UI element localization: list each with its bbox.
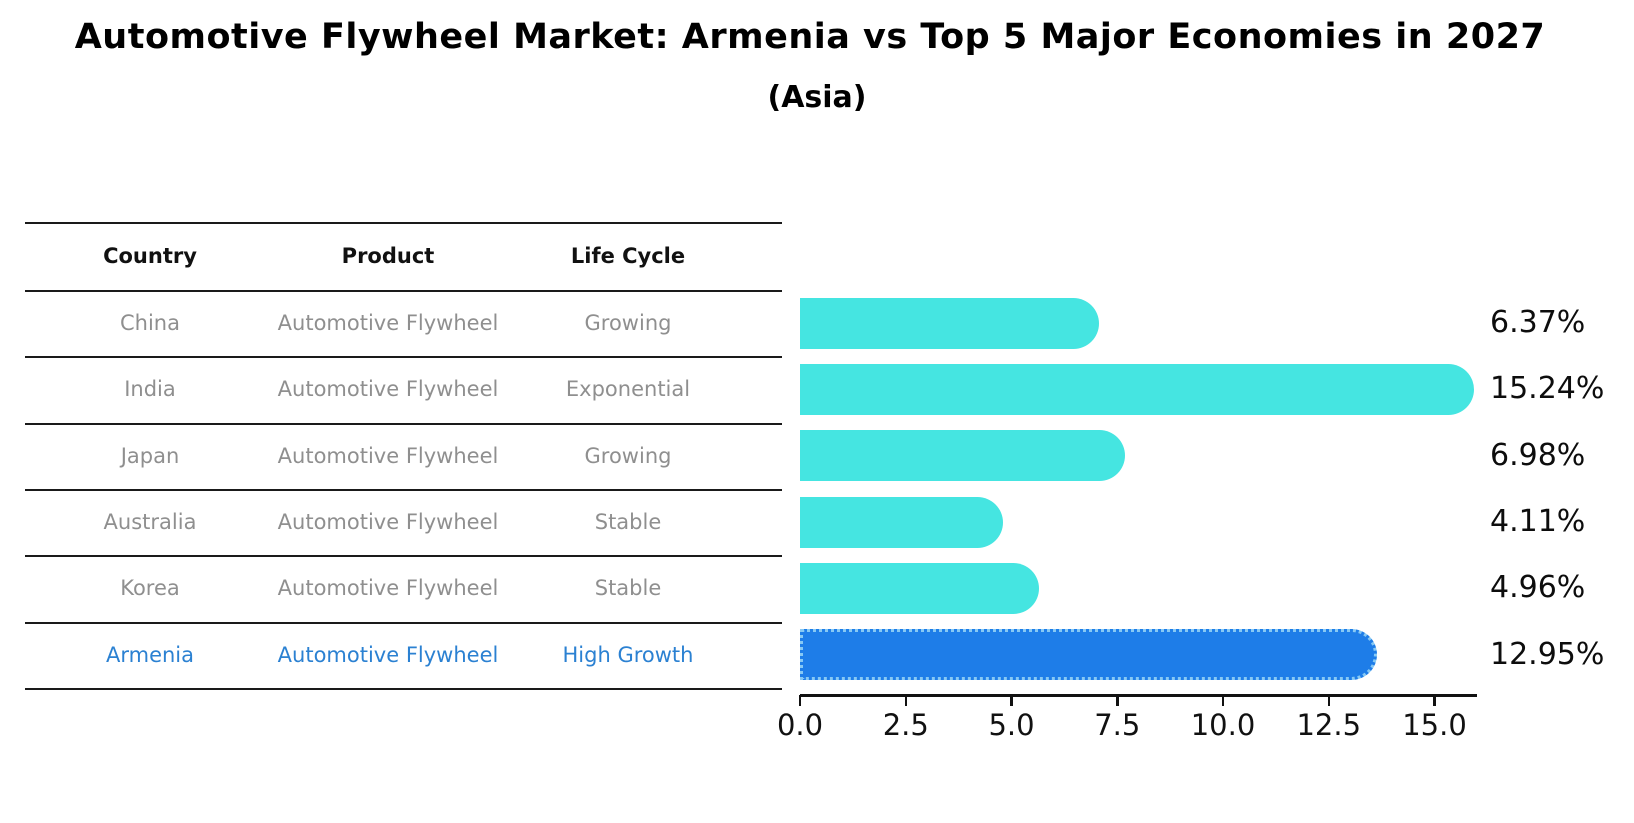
x-axis-tick-label: 2.5 [882,708,929,742]
product-cell: Automotive Flywheel [277,377,499,401]
chart-title: Automotive Flywheel Market: Armenia vs T… [74,17,1546,57]
bar-value-label: 4.11% [1490,503,1586,539]
table-row: China Automotive Flywheel Growing [25,290,782,356]
life-cycle-cell: Exponential [565,377,691,401]
x-axis-tick [1116,695,1119,706]
bar-korea [800,562,1040,614]
x-axis-tick [1327,695,1330,706]
x-axis-tick-label: 15.0 [1402,708,1467,742]
country-cell: Armenia [105,643,195,667]
life-cycle-cell: High Growth [562,643,694,667]
table-rule-line [25,555,782,557]
x-axis-tick-label: 12.5 [1296,708,1362,742]
table-row: Korea Automotive Flywheel Stable [25,555,782,622]
life-cycle-cell: Stable [594,510,662,534]
table-row-highlight: Armenia Automotive Flywheel High Growth [25,622,782,688]
table-rule-line [25,356,782,358]
bar-australia [800,496,1004,548]
x-axis-tick [1010,695,1013,706]
table-rule-line [25,222,782,224]
x-axis-tick-label: 5.0 [988,708,1035,742]
table-row: Australia Automotive Flywheel Stable [25,489,782,555]
table-rule-line [25,290,782,292]
table-header-row: Country Product Life Cycle [25,222,782,290]
country-cell: Korea [120,576,180,600]
bar-value-label: 15.24% [1490,371,1605,407]
table-rule-line [25,688,782,690]
x-axis-tick-label: 7.5 [1094,708,1141,742]
table-row: Japan Automotive Flywheel Growing [25,423,782,489]
bar-value-label: 6.98% [1490,437,1586,473]
x-axis-tick-label: 0.0 [776,708,824,742]
country-cell: India [124,377,176,401]
table-rule-line [25,423,782,425]
country-cell: Japan [120,444,180,468]
x-axis-spine [800,694,1477,697]
life-cycle-cell: Growing [584,311,672,335]
x-axis-tick [1221,695,1225,706]
country-cell: Australia [103,510,197,534]
x-axis-tick [904,695,907,706]
bar-japan [800,430,1125,482]
bar-armenia [800,629,1378,681]
column-header-country: Country [103,244,197,268]
table-rule-line [25,489,782,491]
column-header-product: Product [341,244,435,268]
x-axis-tick [1433,695,1436,706]
product-cell: Automotive Flywheel [277,444,499,468]
chart-subtitle: (Asia) [767,80,867,115]
life-cycle-cell: Stable [594,576,662,600]
bar-value-label: 6.37% [1490,305,1586,340]
bar-china [800,297,1100,349]
table-row: India Automotive Flywheel Exponential [25,356,782,422]
life-cycle-cell: Growing [584,444,672,468]
product-cell: Automotive Flywheel [277,311,499,335]
product-cell: Automotive Flywheel [277,576,499,600]
bar-value-label: 4.96% [1490,570,1586,606]
product-cell: Automotive Flywheel [277,643,499,667]
column-header-life-cycle: Life Cycle [570,244,686,268]
table-rule-line [25,622,782,624]
bar-value-label: 12.95% [1490,636,1605,672]
product-cell: Automotive Flywheel [277,510,499,534]
country-cell: China [120,311,180,335]
x-axis-tick [798,695,802,706]
x-axis-tick-label: 10.0 [1190,708,1256,742]
bar-india [800,363,1475,415]
